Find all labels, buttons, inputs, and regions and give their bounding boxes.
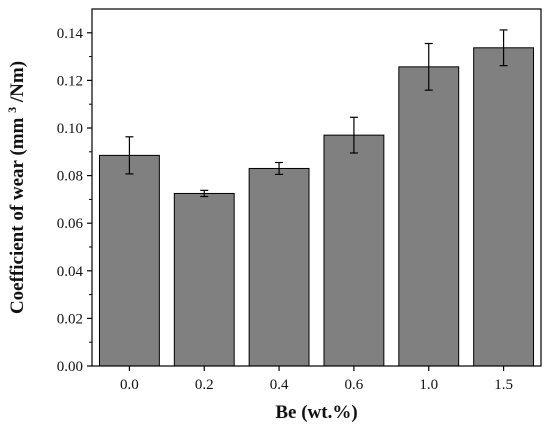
- y-tick-label: 0.14: [57, 26, 84, 42]
- bar-0.6: [323, 134, 385, 367]
- x-axis-title: Be (wt.%): [275, 402, 357, 423]
- y-axis: 0.00 0.02 0.04 0.06 0.08 0.10 0.12 0.14: [57, 26, 92, 375]
- bars: [98, 47, 535, 367]
- error-bar-1.5: [499, 29, 508, 67]
- y-tick-label: 0.10: [57, 121, 83, 137]
- y-tick-label: 0.02: [57, 311, 83, 327]
- x-tick-label: 1.0: [419, 377, 438, 393]
- error-bar-0.2: [200, 189, 209, 198]
- y-axis-title-superscript: 3: [5, 107, 19, 113]
- error-bar-1.0: [424, 42, 433, 91]
- y-tick-label: 0.06: [57, 216, 84, 232]
- bar-0.0: [98, 154, 160, 367]
- x-tick-label: 1.5: [494, 377, 513, 393]
- y-tick-label: 0.08: [57, 169, 83, 185]
- plot-frame: [91, 8, 542, 367]
- bar-1.0: [398, 66, 460, 367]
- error-bar-0.4: [275, 161, 284, 176]
- y-axis-title-unit: /Nm): [7, 61, 28, 103]
- x-axis: 0.0 0.2 0.4 0.6 1.0 1.5: [120, 366, 513, 393]
- error-bars: [125, 29, 508, 198]
- y-tick-label: 0.00: [57, 359, 83, 375]
- x-tick-label: 0.4: [270, 377, 289, 393]
- y-axis-title: Coefficient of wear (mm 3 /Nm): [5, 61, 28, 314]
- x-tick-label: 0.0: [120, 377, 139, 393]
- bar-0.4: [248, 167, 310, 367]
- bar-1.5: [473, 47, 535, 367]
- y-tick-label: 0.04: [57, 264, 84, 280]
- error-bar-0.6: [349, 116, 358, 154]
- y-axis-title-main: Coefficient of wear (mm: [7, 117, 28, 314]
- error-bar-0.0: [125, 136, 134, 175]
- x-tick-label: 0.6: [345, 377, 364, 393]
- y-tick-label: 0.12: [57, 73, 83, 89]
- x-tick-label: 0.2: [195, 377, 214, 393]
- bar-0.2: [173, 192, 235, 367]
